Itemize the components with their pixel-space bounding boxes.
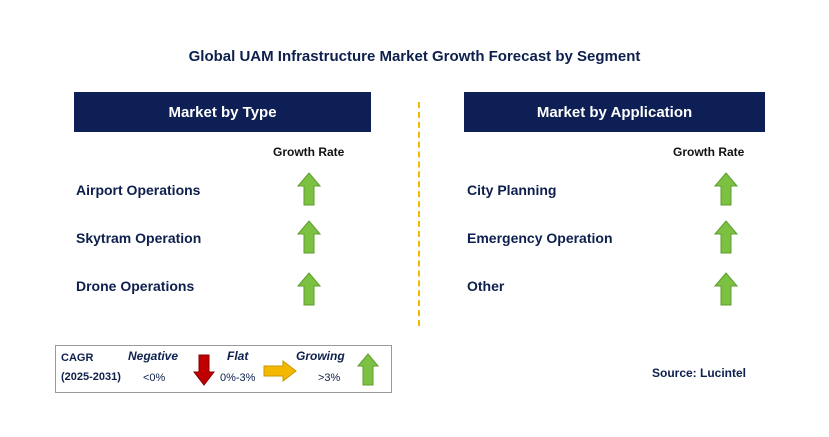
right-panel-header: Market by Application <box>464 92 765 132</box>
cagr-label: CAGR <box>61 352 94 364</box>
left-row-label-1: Airport Operations <box>76 182 201 198</box>
left-panel-header: Market by Type <box>74 92 371 132</box>
legend-negative-value: <0% <box>143 372 166 384</box>
up-arrow-icon <box>714 220 738 254</box>
legend-growing-label: Growing <box>296 349 345 363</box>
legend-flat-value: 0%-3% <box>220 372 256 384</box>
left-row-label-3: Drone Operations <box>76 278 195 294</box>
right-row-label-1: City Planning <box>467 182 557 198</box>
cagr-period: (2025-2031) <box>61 371 121 383</box>
left-growth-rate-label: Growth Rate <box>273 145 345 159</box>
right-growth-rate-label: Growth Rate <box>673 145 745 159</box>
down-arrow-icon <box>193 354 215 386</box>
cagr-legend <box>55 345 392 393</box>
right-row-label-2: Emergency Operation <box>467 230 613 246</box>
up-arrow-icon <box>714 172 738 206</box>
right-row-label-3: Other <box>467 278 505 294</box>
up-arrow-icon <box>297 272 321 306</box>
up-arrow-icon <box>714 272 738 306</box>
source-label: Source: Lucintel <box>652 366 747 380</box>
legend-growing-value: >3% <box>318 372 341 384</box>
page-title: Global UAM Infrastructure Market Growth … <box>188 48 641 65</box>
legend-flat-label: Flat <box>227 349 249 363</box>
up-arrow-icon <box>297 220 321 254</box>
right-arrow-icon <box>263 360 297 382</box>
up-arrow-icon <box>297 172 321 206</box>
up-arrow-icon <box>357 353 379 386</box>
left-row-label-2: Skytram Operation <box>76 230 202 246</box>
panel-divider <box>418 102 420 326</box>
legend-negative-label: Negative <box>128 349 179 363</box>
